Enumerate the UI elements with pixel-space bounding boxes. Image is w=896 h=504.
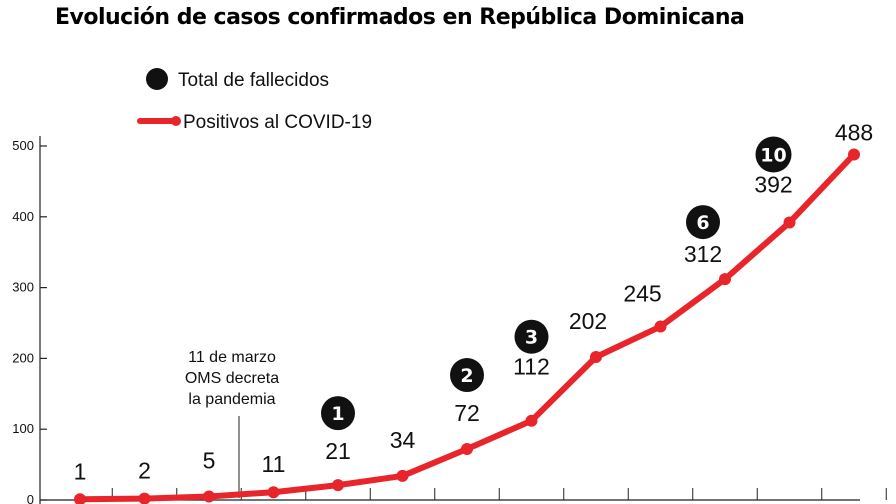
data-point [203, 490, 215, 503]
y-tick-label: 300 [12, 280, 34, 295]
legend-deaths-label: Total de fallecidos [178, 70, 329, 91]
data-label: 21 [325, 438, 351, 464]
y-tick-label: 100 [12, 421, 34, 436]
death-marker [450, 358, 484, 393]
deaths-markers: 1 2 3 6 10 [321, 136, 792, 431]
death-count: 1 [331, 403, 344, 425]
death-count: 6 [696, 212, 709, 234]
death-count: 10 [760, 144, 786, 166]
annotation-text: 11 de marzo [188, 349, 276, 366]
data-label: 245 [623, 281, 661, 307]
data-point [461, 443, 473, 456]
legend-line-dot-icon [171, 116, 181, 126]
data-label: 312 [684, 241, 722, 267]
data-point [138, 492, 151, 504]
legend-positives-label: Positivos al COVID-19 [183, 112, 372, 133]
data-point [590, 350, 602, 363]
legend: Total de fallecidos Positivos al COVID-1… [137, 68, 372, 133]
legend-death-marker-icon [146, 68, 168, 90]
data-point [783, 216, 796, 229]
data-point [848, 148, 860, 161]
chart-title: Evolución de casos confirmados en Repúbl… [55, 5, 744, 30]
annotation-text: OMS decreta [185, 370, 279, 387]
data-point [654, 320, 667, 333]
data-point [332, 479, 344, 492]
data-label: 112 [513, 354, 550, 380]
data-label: 5 [203, 447, 216, 473]
data-point [525, 414, 538, 427]
death-marker [514, 319, 549, 354]
y-tick-label: 200 [12, 350, 34, 365]
data-label: 11 [262, 451, 286, 477]
y-tick-label: 500 [12, 138, 34, 153]
death-marker [755, 136, 792, 173]
death-marker [686, 205, 720, 240]
data-label: 1 [74, 458, 87, 484]
annotation: 11 de marzo OMS decreta la pandemia [185, 349, 279, 498]
death-marker [321, 396, 355, 431]
death-count: 2 [460, 365, 473, 387]
death-count: 3 [525, 327, 538, 349]
data-label: 202 [569, 308, 607, 334]
data-label: 488 [835, 119, 873, 145]
y-tick-label: 400 [12, 209, 34, 224]
data-point [719, 273, 731, 286]
axes: 0 100 200 300 400 500 [12, 136, 887, 504]
data-label: 392 [754, 171, 792, 197]
data-point [267, 486, 280, 499]
data-label: 2 [138, 458, 151, 484]
y-tick-label: 0 [27, 492, 34, 504]
data-point [396, 469, 409, 482]
data-label: 34 [390, 427, 416, 453]
annotation-text: la pandemia [188, 391, 275, 408]
data-point [74, 493, 86, 504]
data-label: 72 [454, 400, 480, 426]
